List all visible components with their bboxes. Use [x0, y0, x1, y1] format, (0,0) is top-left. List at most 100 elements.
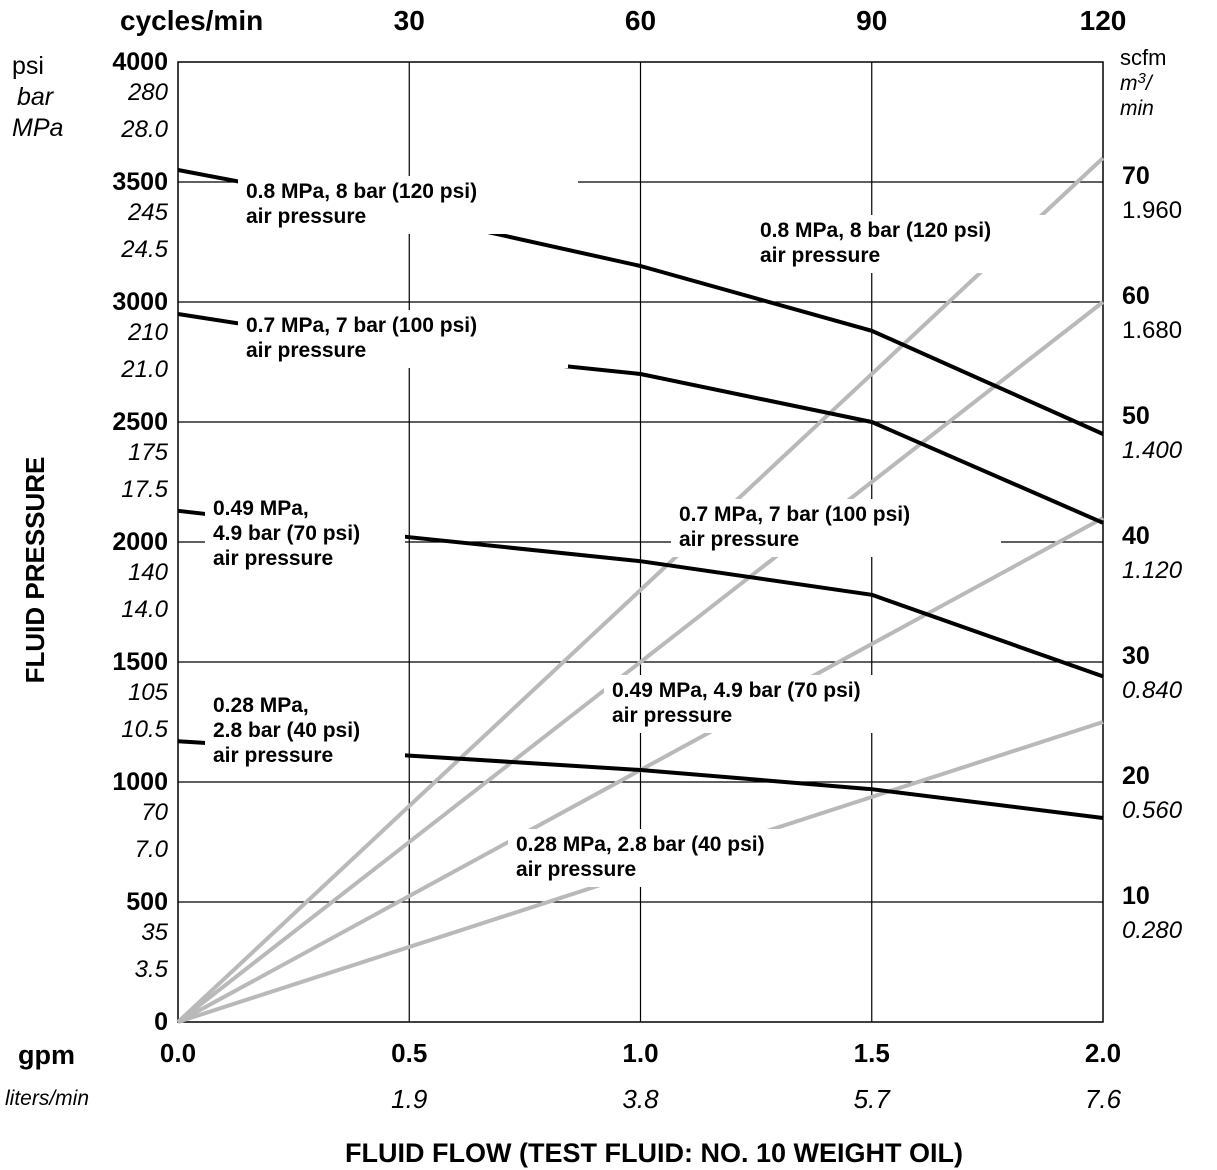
top-axis-label: cycles/min	[120, 5, 263, 36]
scfm-tick-label: 30	[1122, 642, 1150, 670]
air-label-3-line-0: 0.28 MPa, 2.8 bar (40 psi)	[516, 833, 765, 856]
psi-tick-label: 3500	[112, 168, 168, 196]
bar-tick-label: 140	[128, 559, 169, 586]
lpm-tick-label: 5.7	[854, 1084, 892, 1114]
scfm-tick-label: 70	[1122, 162, 1150, 190]
fluid-label-2-line-2: air pressure	[213, 547, 333, 570]
fluid-label-0: 0.8 MPa, 8 bar (120 psi)air pressure	[238, 176, 578, 234]
mpa-tick-label: 24.5	[120, 236, 168, 263]
bar-tick-label: 175	[128, 439, 169, 466]
gpm-tick-label: 1.5	[854, 1038, 890, 1068]
y-axis-title: FLUID PRESSURE	[20, 457, 50, 684]
gpm-axis-label: gpm	[18, 1040, 75, 1070]
air-label-1-line-0: 0.7 MPa, 7 bar (100 psi)	[679, 503, 910, 526]
fluid-label-3-line-2: air pressure	[213, 744, 333, 767]
axis-labels: cycles/min 30 60 90 120psibarMPa400028028.03…	[5, 5, 1183, 1168]
top-tick-label: 90	[856, 5, 887, 36]
bar-tick-label: 280	[127, 79, 169, 106]
fluid-label-0-bg	[238, 176, 578, 234]
air-label-0-bg	[752, 215, 1082, 273]
psi-tick-label: 2000	[112, 528, 168, 556]
air-label-1-line-1: air pressure	[679, 528, 799, 551]
plot-frame	[177, 61, 1104, 1023]
right-unit-min: min	[1120, 97, 1154, 120]
left-unit-mpa: MPa	[12, 114, 64, 142]
fluid-label-1: 0.7 MPa, 7 bar (100 psi)air pressure	[238, 310, 568, 368]
left-unit-bar: bar	[17, 83, 55, 111]
psi-tick-label: 4000	[112, 48, 168, 76]
bar-tick-label: 105	[128, 679, 169, 706]
psi-tick-label: 0	[154, 1008, 168, 1036]
m3-tick-label: 1.960	[1122, 197, 1182, 224]
right-unit-scfm: scfm	[1120, 45, 1166, 70]
air-label-0-line-1: air pressure	[760, 244, 880, 267]
fluid-label-2-line-0: 0.49 MPa,	[213, 497, 309, 520]
top-tick-label: 30	[394, 5, 425, 36]
air-label-3: 0.28 MPa, 2.8 bar (40 psi)air pressure	[508, 829, 838, 887]
fluid-label-0-line-1: air pressure	[246, 205, 366, 228]
air-label-2-bg	[604, 675, 934, 733]
lpm-tick-label: 1.9	[391, 1084, 427, 1114]
fluid-label-1-line-1: air pressure	[246, 339, 366, 362]
bar-tick-label: 35	[141, 919, 168, 946]
m3-tick-label: 0.280	[1122, 917, 1183, 944]
mpa-tick-label: 3.5	[135, 956, 169, 983]
air-line-1	[176, 300, 1105, 1024]
scfm-tick-label: 50	[1122, 402, 1150, 430]
fluid-label-2: 0.49 MPa,4.9 bar (70 psi)air pressure	[205, 493, 405, 576]
air-label-0: 0.8 MPa, 8 bar (120 psi)air pressure	[752, 215, 1082, 273]
fluid-label-1-line-0: 0.7 MPa, 7 bar (100 psi)	[246, 314, 477, 337]
fluid-label-2-line-1: 4.9 bar (70 psi)	[213, 522, 360, 545]
m3-tick-label: 1.680	[1122, 317, 1182, 344]
m3-tick-label: 1.400	[1122, 437, 1183, 464]
mpa-tick-label: 28.0	[120, 116, 168, 143]
mpa-tick-label: 21.0	[120, 356, 168, 383]
lpm-tick-label: 7.6	[1085, 1084, 1122, 1114]
bar-tick-label: 245	[127, 199, 169, 226]
scfm-tick-label: 40	[1122, 522, 1150, 550]
lpm-axis-label: liters/min	[5, 1087, 89, 1110]
top-tick-label: 120	[1080, 5, 1127, 36]
curve-labels: 0.8 MPa, 8 bar (120 psi)air pressure0.7 …	[205, 176, 1082, 887]
air-label-1-bg	[671, 499, 1001, 557]
fluid-label-3-bg	[205, 690, 405, 773]
x-axis-title: FLUID FLOW (TEST FLUID: NO. 10 WEIGHT OI…	[345, 1138, 963, 1168]
fluid-label-0-line-0: 0.8 MPa, 8 bar (120 psi)	[246, 180, 477, 203]
scfm-tick-label: 10	[1122, 882, 1150, 910]
right-unit-m3-sup: 3	[1138, 70, 1147, 87]
fluid-label-1-bg	[238, 310, 568, 368]
scfm-tick-label: 60	[1122, 282, 1150, 310]
fluid-label-3: 0.28 MPa,2.8 bar (40 psi)air pressure	[205, 690, 405, 773]
bar-tick-label: 70	[141, 799, 168, 826]
air-label-2: 0.49 MPa, 4.9 bar (70 psi)air pressure	[604, 675, 934, 733]
air-label-1: 0.7 MPa, 7 bar (100 psi)air pressure	[671, 499, 1001, 557]
psi-tick-label: 3000	[112, 288, 168, 316]
gpm-tick-label: 0.0	[160, 1038, 196, 1068]
m3-tick-label: 0.560	[1122, 797, 1183, 824]
fluid-label-3-line-1: 2.8 bar (40 psi)	[213, 719, 360, 742]
psi-tick-label: 2500	[112, 408, 168, 436]
lpm-tick-label: 3.8	[622, 1084, 659, 1114]
air-label-2-line-0: 0.49 MPa, 4.9 bar (70 psi)	[612, 679, 861, 702]
air-label-2-line-1: air pressure	[612, 704, 732, 727]
mpa-tick-label: 14.0	[121, 596, 168, 623]
fluid-label-3-line-0: 0.28 MPa,	[213, 694, 309, 717]
grid-lines	[177, 61, 1104, 1023]
right-unit-m3-tail: /	[1144, 72, 1154, 95]
mpa-tick-label: 17.5	[121, 476, 168, 503]
top-tick-label: 60	[625, 5, 656, 36]
scfm-tick-label: 20	[1122, 762, 1150, 790]
right-unit-m3: m3/	[1120, 70, 1154, 95]
fluid-label-2-bg	[205, 493, 405, 576]
mpa-tick-label: 10.5	[121, 716, 168, 743]
gpm-tick-label: 0.5	[391, 1038, 427, 1068]
gpm-tick-label: 1.0	[622, 1038, 658, 1068]
m3-tick-label: 1.120	[1122, 557, 1183, 584]
mpa-tick-label: 7.0	[135, 836, 169, 863]
bar-tick-label: 210	[127, 319, 169, 346]
air-label-3-line-1: air pressure	[516, 858, 636, 881]
psi-tick-label: 1000	[112, 768, 168, 796]
gpm-tick-label: 2.0	[1085, 1038, 1121, 1068]
left-unit-psi: psi	[12, 52, 44, 80]
